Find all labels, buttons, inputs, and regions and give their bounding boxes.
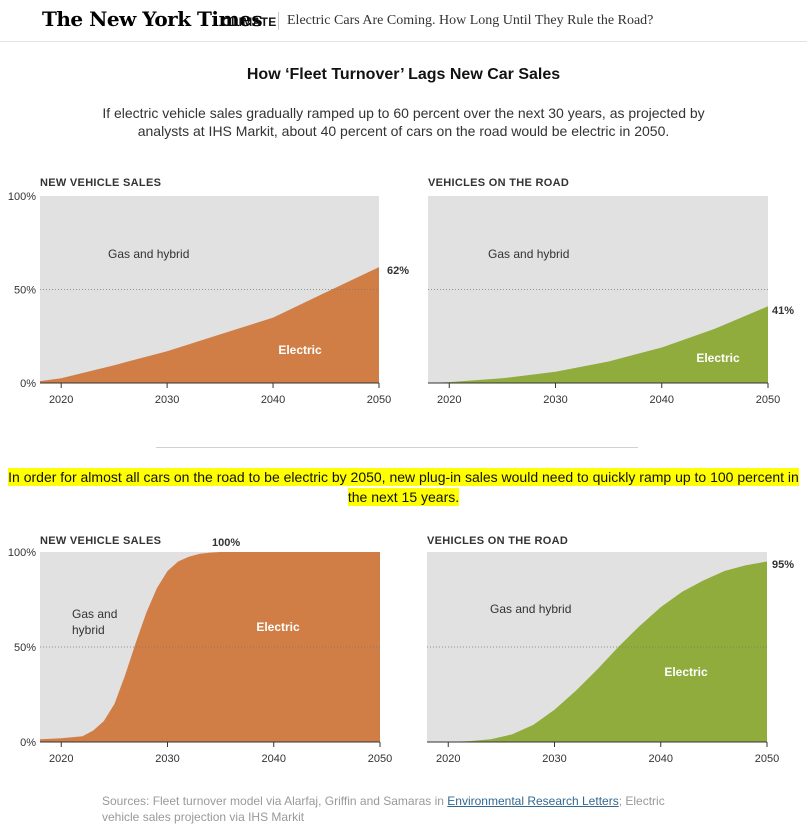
x-tick-label: 2050 (755, 753, 779, 765)
x-tick-label: 2030 (155, 753, 179, 765)
end-value-label: 62% (387, 265, 409, 277)
x-tick-label: 2030 (542, 753, 566, 765)
source-link[interactable]: Environmental Research Letters (447, 794, 619, 808)
sales-chart-rapid: NEW VEHICLE SALES 0% 50% 100% 2020 2030 2040 20… (0, 530, 400, 780)
chart-svg: VEHICLES ON THE ROAD 2020 2030 2040 2050 Gas … (428, 177, 794, 406)
graphic-subtitle: If electric vehicle sales gradually ramp… (102, 105, 705, 139)
x-tick-label: 2050 (368, 753, 392, 765)
x-tick-label: 2020 (437, 394, 461, 406)
x-tick-label: 2040 (649, 753, 673, 765)
article-headline-link[interactable]: Electric Cars Are Coming. How Long Until… (287, 13, 654, 28)
x-tick-label: 2020 (49, 753, 73, 765)
section-link[interactable]: Climate (222, 15, 277, 29)
header-separator (278, 12, 279, 30)
y-tick-label: 50% (14, 285, 36, 297)
gas-hybrid-label: Gas and hybrid (488, 247, 569, 261)
x-tick-label: 2020 (49, 394, 73, 406)
chart-svg: NEW VEHICLE SALES 0% 50% 100% 2020 2030 2040 20… (8, 177, 409, 406)
top-bar: The New York Times Climate Electric Cars… (0, 0, 807, 42)
x-tick-label: 2040 (650, 394, 674, 406)
fleet-chart-rapid: VEHICLES ON THE ROAD 2020 2030 2040 2050 Gas … (398, 530, 798, 780)
end-value-label: 41% (772, 305, 794, 317)
graphic-title: How ‘Fleet Turnover’ Lags New Car Sales (246, 66, 561, 83)
nyt-logo[interactable]: The New York Times (42, 7, 263, 31)
electric-area (40, 267, 379, 383)
x-tick-label: 2050 (367, 394, 391, 406)
sources-prefix: Sources: Fleet turnover model via Alarfa… (102, 794, 448, 808)
x-tick-label: 2030 (155, 394, 179, 406)
sources-suffix: ; Electric vehicle sales projection via … (102, 794, 665, 824)
section-divider (156, 447, 638, 448)
y-tick-label: 50% (14, 642, 36, 654)
chart-title: VEHICLES ON THE ROAD (427, 535, 568, 547)
electric-area (427, 561, 767, 742)
chart-svg: VEHICLES ON THE ROAD 2020 2030 2040 2050 Gas … (427, 535, 794, 765)
x-tick-label: 2040 (262, 753, 286, 765)
x-tick-label: 2020 (436, 753, 460, 765)
electric-label: Electric (256, 620, 300, 634)
chart-svg: NEW VEHICLE SALES 0% 50% 100% 2020 2030 2040 20… (8, 535, 392, 765)
sources-note: Sources: Fleet turnover model via Alarfa… (102, 793, 702, 825)
electric-area (428, 306, 768, 383)
x-tick-label: 2040 (261, 394, 285, 406)
y-tick-label: 0% (20, 378, 36, 390)
end-value-label: 95% (772, 559, 794, 571)
electric-label: Electric (278, 343, 322, 357)
chart-title: NEW VEHICLE SALES (40, 177, 161, 189)
end-value-label: 100% (212, 537, 240, 549)
y-tick-label: 0% (20, 737, 36, 749)
highlight-note: In order for almost all cars on the road… (0, 467, 807, 507)
chart-title: VEHICLES ON THE ROAD (428, 177, 569, 189)
gas-hybrid-label: Gas and hybrid (72, 607, 117, 637)
y-tick-label: 100% (8, 191, 36, 203)
y-tick-label: 100% (8, 547, 36, 559)
electric-label: Electric (664, 665, 708, 679)
x-tick-label: 2030 (543, 394, 567, 406)
x-tick-label: 2050 (756, 394, 780, 406)
highlight-text: In order for almost all cars on the road… (8, 468, 799, 506)
fleet-chart-gradual: VEHICLES ON THE ROAD 2020 2030 2040 2050 Gas … (398, 172, 798, 422)
gas-hybrid-label: Gas and hybrid (490, 602, 571, 616)
sales-chart-gradual: NEW VEHICLE SALES 0% 50% 100% 2020 2030 2040 20… (0, 172, 409, 422)
chart-title: NEW VEHICLE SALES (40, 535, 161, 547)
electric-label: Electric (696, 351, 740, 365)
electric-area (40, 552, 380, 742)
gas-hybrid-label: Gas and hybrid (108, 247, 189, 261)
